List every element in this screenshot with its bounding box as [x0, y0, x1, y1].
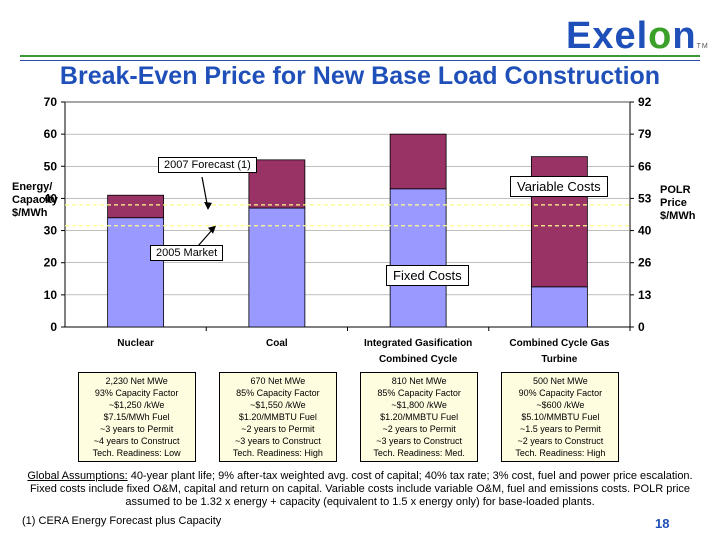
footnote: (1) CERA Energy Forecast plus Capacity — [22, 515, 222, 527]
forecast-arrowhead — [204, 201, 212, 210]
y-tick-label: 10 — [44, 288, 58, 302]
plant-spec-box: 810 Net MWe 85% Capacity Factor ~$1,800 /k… — [360, 372, 479, 462]
market-arrowhead — [208, 225, 216, 234]
header-rule-blue — [20, 60, 700, 61]
y-tick-label: 30 — [44, 224, 58, 238]
variable-costs-callout: Variable Costs — [510, 176, 608, 197]
y2-tick-label: 53 — [638, 191, 652, 205]
plant-spec-box: 670 Net MWe 85% Capacity Factor ~$1,550 /k… — [218, 372, 337, 462]
variable-cost-bar — [389, 133, 447, 190]
variable-cost-bar — [248, 159, 306, 209]
y-tick-label: 20 — [44, 256, 58, 270]
fixed-cost-bar — [389, 188, 447, 328]
category-label: Coal — [266, 338, 288, 349]
category-label: Nuclear — [117, 338, 154, 349]
y2-tick-label: 40 — [638, 224, 652, 238]
y-tick-label: 40 — [44, 191, 58, 205]
y-tick-label: 60 — [44, 127, 58, 141]
left-axis-label: Energy/ Capacity $/MWh — [12, 181, 58, 219]
y2-tick-label: 13 — [638, 288, 652, 302]
plant-spec-box: 500 Net MWe 90% Capacity Factor ~$600 /kWe… — [501, 372, 620, 462]
page-title: Break-Even Price for New Base Load Const… — [59, 62, 661, 90]
variable-cost-bar — [107, 194, 165, 219]
fixed-cost-bar — [248, 207, 306, 328]
y2-tick-label: 26 — [638, 256, 652, 270]
global-assumptions: Global Assumptions: 40-year plant life; … — [27, 470, 693, 508]
y2-tick-label: 92 — [638, 95, 652, 109]
fixed-costs-callout: Fixed Costs — [386, 265, 469, 286]
header-rule-green — [20, 55, 700, 57]
y-tick-label: 70 — [44, 95, 58, 109]
y2-tick-label: 79 — [638, 127, 652, 141]
fixed-cost-bar — [530, 286, 588, 328]
page-number: 18 — [655, 516, 670, 531]
exelon-logo: ExelonTM — [566, 15, 709, 57]
market-callout: 2005 Market — [150, 245, 224, 261]
y-tick-label: 0 — [50, 320, 57, 334]
category-label: Combined Cycle Gas Turbine — [509, 338, 610, 365]
y-tick-label: 50 — [44, 159, 58, 173]
forecast-callout: 2007 Forecast (1) — [158, 157, 257, 173]
y2-tick-label: 66 — [638, 159, 652, 173]
right-axis-label: POLR Price $/MWh — [660, 184, 696, 222]
y2-tick-label: 0 — [638, 320, 645, 334]
fixed-cost-bar — [107, 217, 165, 328]
plant-spec-box: 2,230 Net MWe 93% Capacity Factor ~$1,250 … — [77, 372, 196, 462]
category-label: Integrated Gasification Combined Cycle — [363, 338, 473, 365]
